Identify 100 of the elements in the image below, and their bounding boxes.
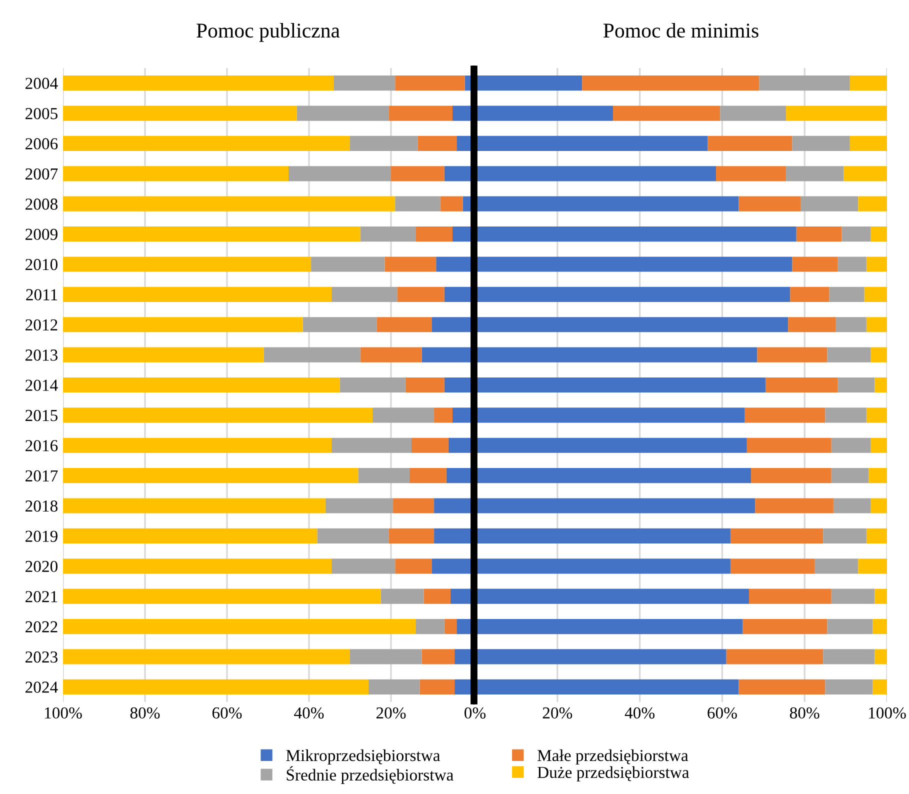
y-tick-label: 2007 — [26, 168, 58, 180]
bar — [475, 498, 756, 514]
bar — [831, 438, 871, 453]
y-tick-label: 2017 — [26, 470, 58, 482]
bar — [432, 558, 473, 574]
bar — [452, 106, 473, 121]
bar — [372, 408, 434, 423]
y-tick-label: 2010 — [26, 258, 58, 270]
legend-label: Średnie przedsiębiorstwa — [286, 766, 454, 784]
bar — [395, 558, 432, 574]
y-tick-label: 2016 — [26, 440, 58, 452]
bar — [475, 679, 739, 694]
bar — [63, 256, 312, 272]
bar — [63, 196, 396, 212]
bar — [63, 438, 332, 453]
bar — [63, 498, 326, 514]
bar — [858, 558, 887, 574]
bar — [475, 166, 716, 182]
bar — [332, 286, 398, 302]
bar — [63, 468, 358, 484]
bar — [755, 498, 834, 514]
bar — [422, 649, 455, 664]
bar — [872, 618, 887, 634]
bar — [788, 317, 836, 332]
x-tick-label: 80% — [130, 707, 160, 719]
bar — [332, 558, 396, 574]
y-tick-label: 2006 — [26, 138, 58, 150]
bar — [325, 498, 394, 514]
bar — [842, 226, 871, 242]
bar — [302, 317, 377, 332]
legend-label: Mikroprzedsiębiorstwa — [286, 749, 440, 765]
bar — [63, 317, 303, 332]
bar — [360, 226, 416, 242]
bar — [384, 256, 436, 272]
x-tick-label: 40% — [294, 707, 324, 719]
y-tick-label: 2015 — [26, 410, 58, 422]
bar — [63, 136, 350, 152]
bar — [311, 256, 385, 272]
bar — [63, 76, 334, 91]
bar — [833, 498, 871, 514]
bar — [475, 408, 745, 423]
bar — [63, 528, 318, 544]
bar — [416, 226, 452, 242]
bar — [434, 528, 473, 544]
bar — [422, 347, 473, 362]
bar — [870, 438, 887, 453]
bar — [870, 226, 887, 242]
bar — [475, 317, 788, 332]
bar — [288, 166, 391, 182]
bar — [836, 317, 866, 332]
bar — [757, 347, 828, 362]
bar — [827, 618, 873, 634]
bar — [350, 136, 418, 152]
bar — [332, 438, 412, 453]
bar — [827, 347, 871, 362]
bar — [716, 166, 786, 182]
bar — [765, 377, 838, 393]
bar — [730, 558, 815, 574]
bar — [63, 166, 288, 182]
x-tick-label: 100% — [45, 707, 82, 719]
bar — [416, 618, 444, 634]
bar — [874, 377, 887, 393]
bar — [475, 528, 730, 544]
bar — [424, 588, 450, 604]
legend-label: Duże przedsiębiorstwa — [538, 766, 690, 782]
bar — [444, 618, 457, 634]
bar — [613, 106, 720, 121]
x-tick-label: 80% — [790, 707, 820, 719]
x-tick-label: 60% — [212, 707, 242, 719]
bar — [334, 76, 396, 91]
bar — [368, 679, 420, 694]
y-tick-label: 2019 — [26, 530, 58, 542]
bar — [412, 438, 448, 453]
bar — [738, 196, 800, 212]
y-tick-label: 2005 — [26, 108, 58, 120]
x-tick-label: 20% — [376, 707, 406, 719]
bar — [391, 166, 444, 182]
bar — [475, 468, 752, 484]
y-tick-label: 2020 — [26, 560, 58, 572]
y-tick-label: 2018 — [26, 500, 58, 512]
bar — [751, 468, 832, 484]
bar — [823, 649, 875, 664]
bar — [393, 498, 434, 514]
bar — [63, 618, 416, 634]
bar — [376, 317, 432, 332]
y-tick-label: 2013 — [26, 350, 58, 361]
bar — [63, 226, 360, 242]
bar — [738, 679, 826, 694]
bar — [340, 377, 406, 393]
bar — [872, 679, 887, 694]
bar — [358, 468, 410, 484]
bar — [792, 256, 838, 272]
bar — [864, 286, 887, 302]
bar — [831, 468, 868, 484]
bar — [796, 226, 842, 242]
y-tick-label: 2021 — [26, 591, 58, 602]
bar — [475, 588, 749, 604]
y-tick-label: 2009 — [26, 228, 58, 240]
bar — [866, 256, 887, 272]
bar — [870, 498, 887, 514]
